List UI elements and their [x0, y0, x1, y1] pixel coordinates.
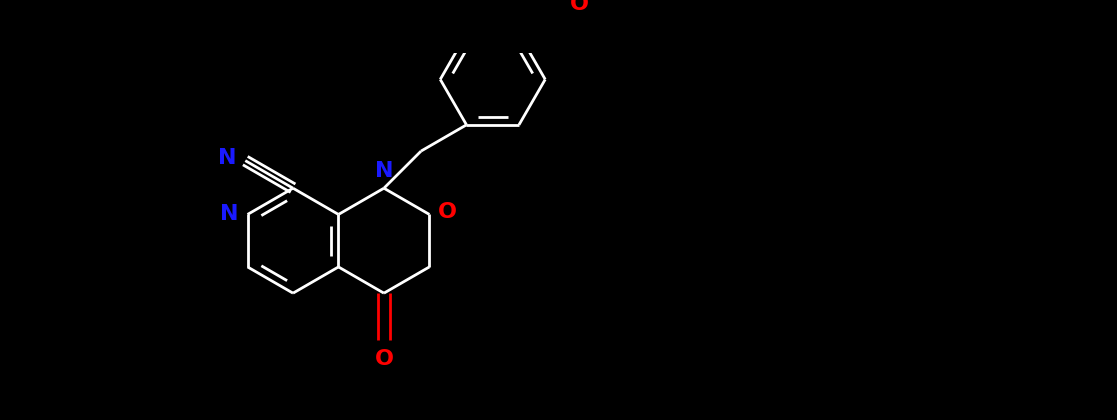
Text: O: O: [438, 202, 457, 222]
Text: O: O: [374, 349, 393, 369]
Text: O: O: [570, 0, 589, 14]
Text: N: N: [220, 205, 239, 224]
Text: N: N: [218, 148, 237, 168]
Text: N: N: [374, 161, 393, 181]
